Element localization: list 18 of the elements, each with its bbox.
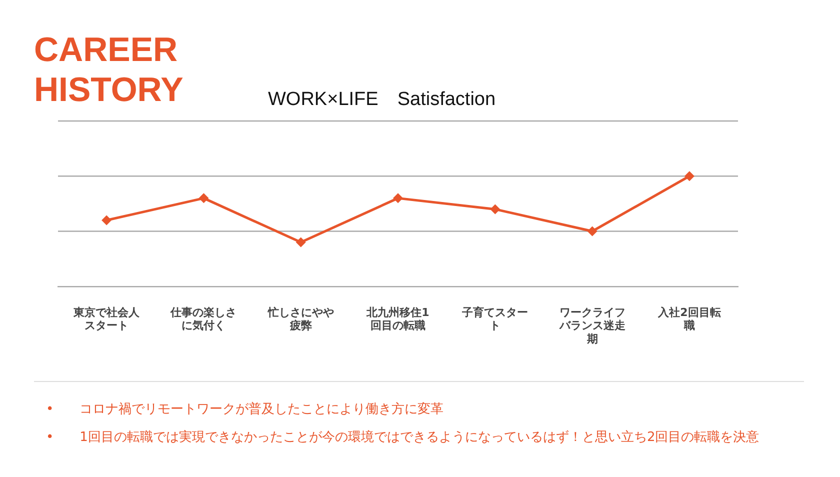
text: • 1回目の転職では実現できなかったことが今の環境ではできるようになっているはず！と思い立ち2回目の転職を決意: [46, 429, 760, 446]
x-tick-label: ワークライフバランス迷走期: [558, 306, 626, 346]
point: [393, 193, 403, 204]
x-tick-label: 入社2回目転職: [657, 306, 721, 332]
point: [490, 204, 500, 214]
point: [198, 193, 209, 204]
x-tick-label: 忙しさにやや疲弊: [266, 306, 334, 332]
chart-subtitle: WORK×LIFE Satisfaction: [268, 88, 496, 112]
chart-title: CAREER HISTORY: [34, 30, 184, 110]
x-tick-label: 仕事の楽しさに気付く: [170, 306, 237, 332]
point: [587, 226, 598, 236]
point: [684, 171, 694, 182]
x-tick-label: 東京で社会人スタート: [72, 306, 141, 332]
x-tick-label: 子育てスタート: [461, 306, 528, 332]
point: [296, 237, 306, 248]
text: • コロナ禍でリモートワークが普及したことにより働き方に変革: [46, 400, 445, 418]
x-tick-label: 北九州移住1回目の転職: [366, 306, 430, 332]
point: [102, 215, 112, 226]
